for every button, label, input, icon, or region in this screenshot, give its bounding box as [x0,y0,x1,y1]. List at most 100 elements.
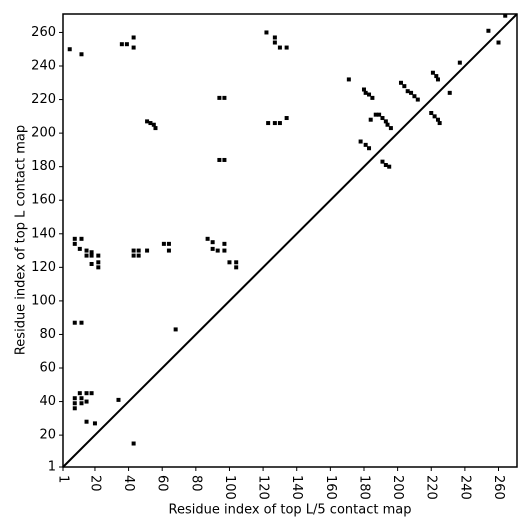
point [96,265,101,270]
point [277,121,282,126]
point [434,74,439,79]
point [383,163,388,167]
point [89,261,94,266]
point [79,236,84,241]
point [145,248,150,253]
point [432,114,437,119]
point [377,112,382,117]
x-tick-label: 120 [256,475,271,500]
point [385,122,390,127]
point [373,112,378,117]
y-tick-label: 140 [31,226,56,241]
point [217,95,222,100]
point [84,419,89,424]
point [387,164,392,169]
point [166,248,171,253]
point [131,248,136,253]
y-tick-label: 120 [31,260,56,275]
point [503,13,508,18]
y-tick-label: 40 [39,394,56,409]
y-tick-label: 1 [48,460,56,475]
x-tick-label: 40 [121,475,136,492]
y-tick-label: 80 [39,327,56,342]
point [361,87,366,92]
point [89,391,94,396]
point [79,320,84,325]
x-tick-label: 160 [323,475,338,500]
point [435,77,440,82]
point [173,327,178,332]
point [131,45,136,50]
x-tick-label: 220 [424,475,439,500]
point [84,253,89,258]
point [89,250,94,255]
point [234,260,239,265]
point [284,45,289,50]
point [136,248,141,253]
point [84,391,89,396]
point [79,401,84,406]
point [496,40,501,45]
point [409,90,414,95]
x-tick-label: 1 [56,475,71,483]
point [398,80,403,85]
point [284,116,289,121]
point [131,441,136,446]
point [277,45,282,50]
point [266,121,271,126]
point [136,253,141,258]
point [435,117,440,122]
point [222,248,227,253]
point [405,89,410,94]
point [77,246,82,251]
point [367,92,372,97]
point [77,391,82,396]
point [272,40,277,45]
point [222,241,227,246]
point [84,399,89,404]
y-tick-label: 240 [31,59,56,74]
point [89,253,94,258]
point [380,116,385,121]
point [415,97,420,102]
point [367,146,372,151]
y-tick-label: 220 [31,92,56,107]
x-tick-label: 180 [356,475,371,500]
y-tick-label: 260 [31,25,56,40]
point [217,157,222,162]
y-tick-label: 180 [31,159,56,174]
y-tick-label: 60 [39,361,56,376]
point [72,320,77,325]
point [79,396,84,401]
point [430,70,435,75]
point [388,126,393,131]
point [72,396,77,401]
point [205,236,210,241]
y-axis-label: Residue index of top L contact map [14,125,29,355]
point [272,121,277,126]
point [234,265,239,270]
point [161,241,166,246]
x-tick-label: 100 [222,475,237,500]
y-tick-label: 200 [31,126,56,141]
point [383,119,388,124]
point [67,47,72,52]
point [363,142,368,147]
point [84,248,89,253]
x-tick-label: 60 [155,475,170,492]
point [222,95,227,100]
x-tick-label: 140 [289,475,304,500]
point [145,119,150,124]
point [124,42,129,47]
diagonal [62,13,518,468]
point [437,121,442,126]
point [96,253,101,258]
point [429,110,434,115]
point [368,117,373,122]
point [370,95,375,100]
point [402,84,407,89]
point [358,139,363,144]
point [215,248,220,253]
x-tick-label: 200 [390,475,405,500]
